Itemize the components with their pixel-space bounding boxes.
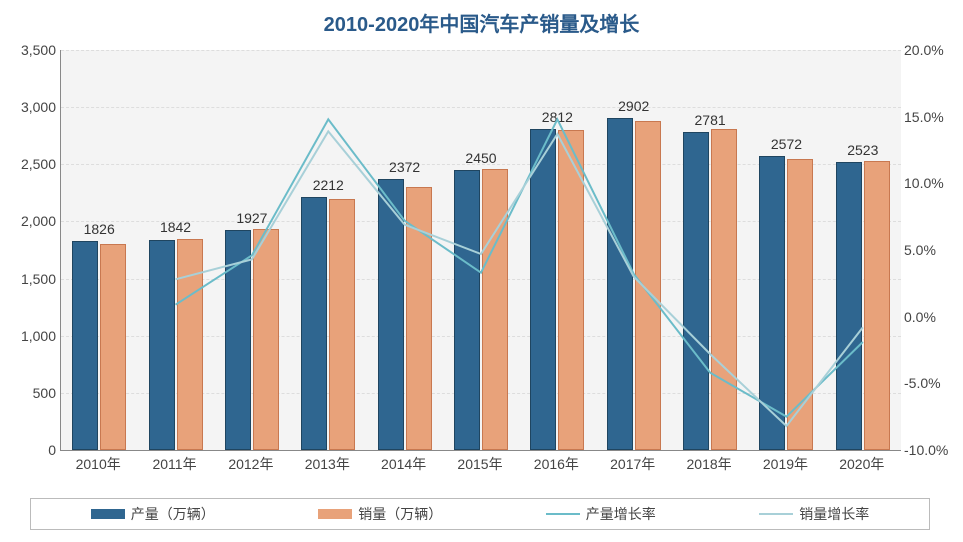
x-label: 2011年 [152,454,196,474]
line-layer [61,50,901,450]
legend: 产量（万辆） 销量（万辆） 产量增长率 销量增长率 [30,498,930,530]
legend-label: 销量（万辆） [358,504,442,524]
x-label: 2012年 [228,454,273,474]
x-label: 2016年 [534,454,579,474]
y-left-tick: 3,000 [21,99,56,115]
x-axis: 2010年 2011年 2012年 2013年 2014年 2015年 2016年 2017年… [60,454,900,478]
y-right-tick: 15.0% [904,109,944,125]
x-label: 2018年 [687,454,732,474]
y-right-tick: 0.0% [904,309,936,325]
legend-label: 产量增长率 [586,504,656,524]
y-left-tick: 1,000 [21,328,56,344]
legend-item: 销量（万辆） [318,504,442,524]
y-right-tick: -5.0% [904,375,941,391]
x-label: 2020年 [839,454,884,474]
line-series [176,119,863,416]
x-label: 2010年 [76,454,121,474]
y-left-tick: 3,500 [21,42,56,58]
y-left-tick: 1,500 [21,271,56,287]
x-label: 2017年 [610,454,655,474]
legend-swatch [546,513,580,515]
legend-swatch [318,509,352,519]
legend-swatch [759,513,793,515]
legend-label: 产量（万辆） [131,504,215,524]
line-series [176,131,863,426]
y-left-tick: 2,500 [21,156,56,172]
x-label: 2014年 [381,454,426,474]
legend-item: 产量增长率 [546,504,656,524]
legend-swatch [91,509,125,519]
x-label: 2019年 [763,454,808,474]
y-axis-left: 05001,0001,5002,0002,5003,0003,500 [0,50,60,450]
y-right-tick: 20.0% [904,42,944,58]
y-right-tick: 5.0% [904,242,936,258]
x-label: 2013年 [305,454,350,474]
y-right-tick: 10.0% [904,175,944,191]
x-label: 2015年 [457,454,502,474]
chart-container: 2010-2020年中国汽车产销量及增长 1826184219272212237… [0,0,963,542]
y-left-tick: 500 [33,385,56,401]
y-left-tick: 2,000 [21,213,56,229]
plot-area: 1826184219272212237224502812290227812572… [60,50,901,451]
legend-label: 销量增长率 [799,504,869,524]
chart-title: 2010-2020年中国汽车产销量及增长 [0,0,963,37]
legend-item: 产量（万辆） [91,504,215,524]
y-left-tick: 0 [48,442,56,458]
legend-item: 销量增长率 [759,504,869,524]
y-axis-right: -10.0%-5.0%0.0%5.0%10.0%15.0%20.0% [900,50,963,450]
y-right-tick: -10.0% [904,442,948,458]
